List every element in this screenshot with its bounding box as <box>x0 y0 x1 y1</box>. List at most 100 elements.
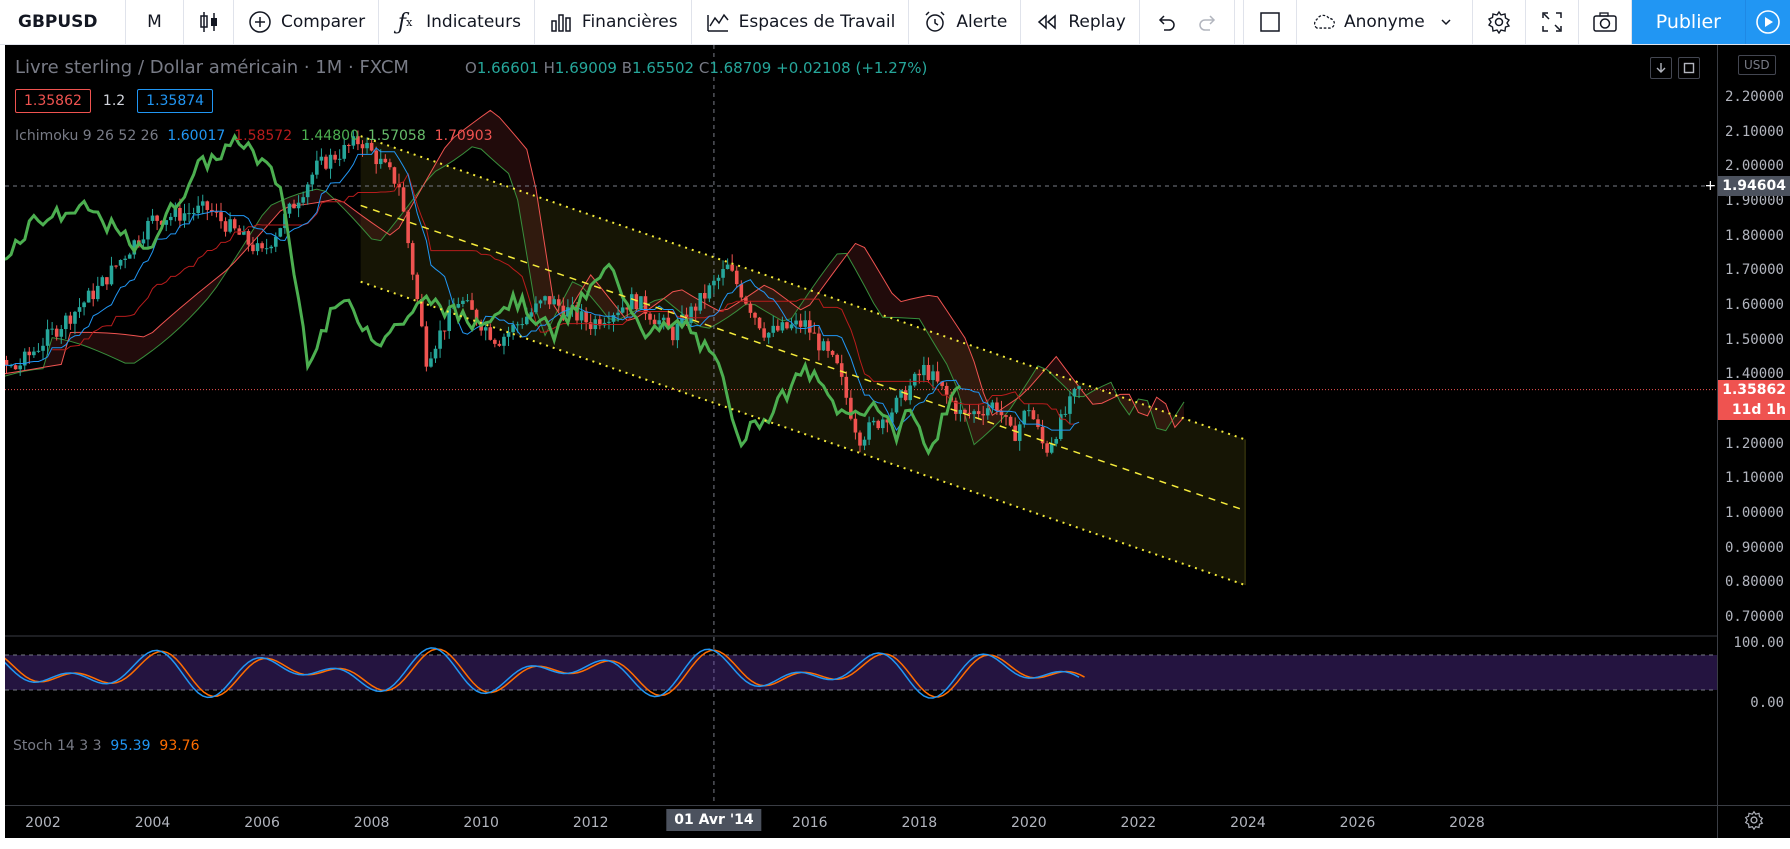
play-button[interactable] <box>1746 0 1790 44</box>
candle-body <box>1031 410 1036 420</box>
candle-body <box>36 350 41 352</box>
chart-pane[interactable]: Livre sterling / Dollar américain · 1M ·… <box>5 45 1717 838</box>
ichimoku-legend[interactable]: Ichimoku 9 26 52 26 1.60017 1.58572 1.44… <box>15 128 493 144</box>
candle-body <box>963 409 967 413</box>
price-axis[interactable]: USD 2.20000 2.10000 2.00000 1.90000 1.80000 1… <box>1705 45 1790 838</box>
candle-body <box>442 330 447 332</box>
candle-body <box>1045 443 1049 453</box>
rewind-icon <box>1034 9 1060 35</box>
candle-body <box>91 290 96 300</box>
currency-button[interactable]: USD <box>1738 55 1776 75</box>
candle-body <box>351 136 356 146</box>
chart-canvas[interactable] <box>5 45 1717 805</box>
high-value: 1.69009 <box>554 59 617 77</box>
channel-lower-line <box>360 280 1246 587</box>
settings-button[interactable] <box>1473 0 1526 44</box>
chart-style-button[interactable] <box>184 0 234 44</box>
candle-body <box>228 219 232 232</box>
candle-body <box>753 312 757 318</box>
maximize-pane-button[interactable] <box>1678 57 1700 79</box>
candle-body <box>214 211 219 213</box>
snapshot-button[interactable] <box>1579 0 1632 44</box>
workspaces-button[interactable]: Espaces de Travail <box>692 0 910 44</box>
ichimoku-span-a-value: 1.57058 <box>367 128 426 144</box>
candle-body <box>319 156 324 161</box>
axis-settings-button[interactable] <box>1717 805 1790 838</box>
account-button[interactable]: Anonyme <box>1297 0 1473 44</box>
stoch-band <box>5 655 1717 690</box>
candle-body <box>871 420 876 423</box>
alert-label: Alerte <box>956 12 1008 32</box>
layout-button[interactable] <box>1243 0 1298 44</box>
candle-body <box>105 277 109 285</box>
candle-body <box>278 228 283 237</box>
candle-body <box>666 317 671 327</box>
price-tick: 0.70000 <box>1724 609 1784 625</box>
candle-body <box>716 277 721 281</box>
candle-body <box>502 336 506 346</box>
candle-body <box>812 332 817 334</box>
stoch-legend[interactable]: Stoch 14 3 3 95.39 93.76 <box>13 738 200 754</box>
price-tick: 1.60000 <box>1724 297 1784 313</box>
price-tick: 0.80000 <box>1724 574 1784 591</box>
open-value: 1.66601 <box>476 59 539 77</box>
candle-body <box>1063 413 1068 415</box>
alert-button[interactable]: Alerte <box>909 0 1022 44</box>
redo-icon[interactable] <box>1195 9 1221 35</box>
candle-body <box>985 408 990 416</box>
candle-body <box>698 293 703 311</box>
candle-body <box>958 409 963 414</box>
compare-button[interactable]: Comparer <box>234 0 380 44</box>
candle-body <box>671 326 675 341</box>
scroll-down-button[interactable] <box>1650 57 1672 79</box>
sell-button[interactable]: 1.35862 <box>15 89 91 113</box>
buy-button[interactable]: 1.35874 <box>137 89 214 113</box>
candle-body <box>598 319 602 326</box>
candle-body <box>620 307 625 313</box>
candle-body <box>789 324 794 329</box>
time-axis[interactable]: 2002200420062008201020122014201620182020… <box>5 805 1717 838</box>
candle-body <box>880 419 885 429</box>
candle-body <box>22 351 27 366</box>
price-tick: 1.50000 <box>1724 331 1784 348</box>
candle-body <box>356 136 360 145</box>
candle-body <box>547 296 552 305</box>
undo-icon[interactable] <box>1153 9 1179 35</box>
stoch-d-line <box>5 648 1085 698</box>
candle-body <box>342 144 347 159</box>
candle-body <box>493 339 497 344</box>
candle-body <box>940 381 944 386</box>
candle-body <box>401 187 406 212</box>
financials-button[interactable]: Financières <box>535 0 692 44</box>
play-circle-icon <box>1755 9 1781 35</box>
candle-body <box>346 144 351 146</box>
interval-button[interactable]: M <box>126 0 184 44</box>
publish-button[interactable]: Publier <box>1631 0 1746 44</box>
candle-body <box>675 323 680 341</box>
bar-countdown-label: 11d 1h <box>1718 399 1790 420</box>
candle-body <box>757 317 762 329</box>
ichimoku-label: Ichimoku 9 26 52 26 <box>15 128 159 144</box>
fullscreen-button[interactable] <box>1526 0 1579 44</box>
replay-button[interactable]: Replay <box>1021 0 1140 44</box>
candle-body <box>639 296 643 310</box>
candle-body <box>912 373 917 386</box>
time-tick: 2010 <box>463 815 499 831</box>
candle-body <box>611 315 616 322</box>
candle-body <box>18 365 22 370</box>
candle-body <box>251 244 255 252</box>
high-label: H <box>543 59 555 77</box>
time-tick: 2006 <box>244 815 280 831</box>
ichimoku-kijun-value: 1.58572 <box>234 128 293 144</box>
candle-body <box>803 320 808 327</box>
regression-channel-fill <box>360 136 1246 586</box>
candlestick-icon <box>197 9 220 35</box>
candle-body <box>474 309 479 323</box>
candle-body <box>64 315 68 330</box>
symbol-search-button[interactable]: GBPUSD <box>0 0 126 44</box>
candle-body <box>388 162 392 168</box>
candle-body <box>935 371 940 382</box>
candle-body <box>1058 414 1063 440</box>
time-tick: 2012 <box>572 815 609 831</box>
